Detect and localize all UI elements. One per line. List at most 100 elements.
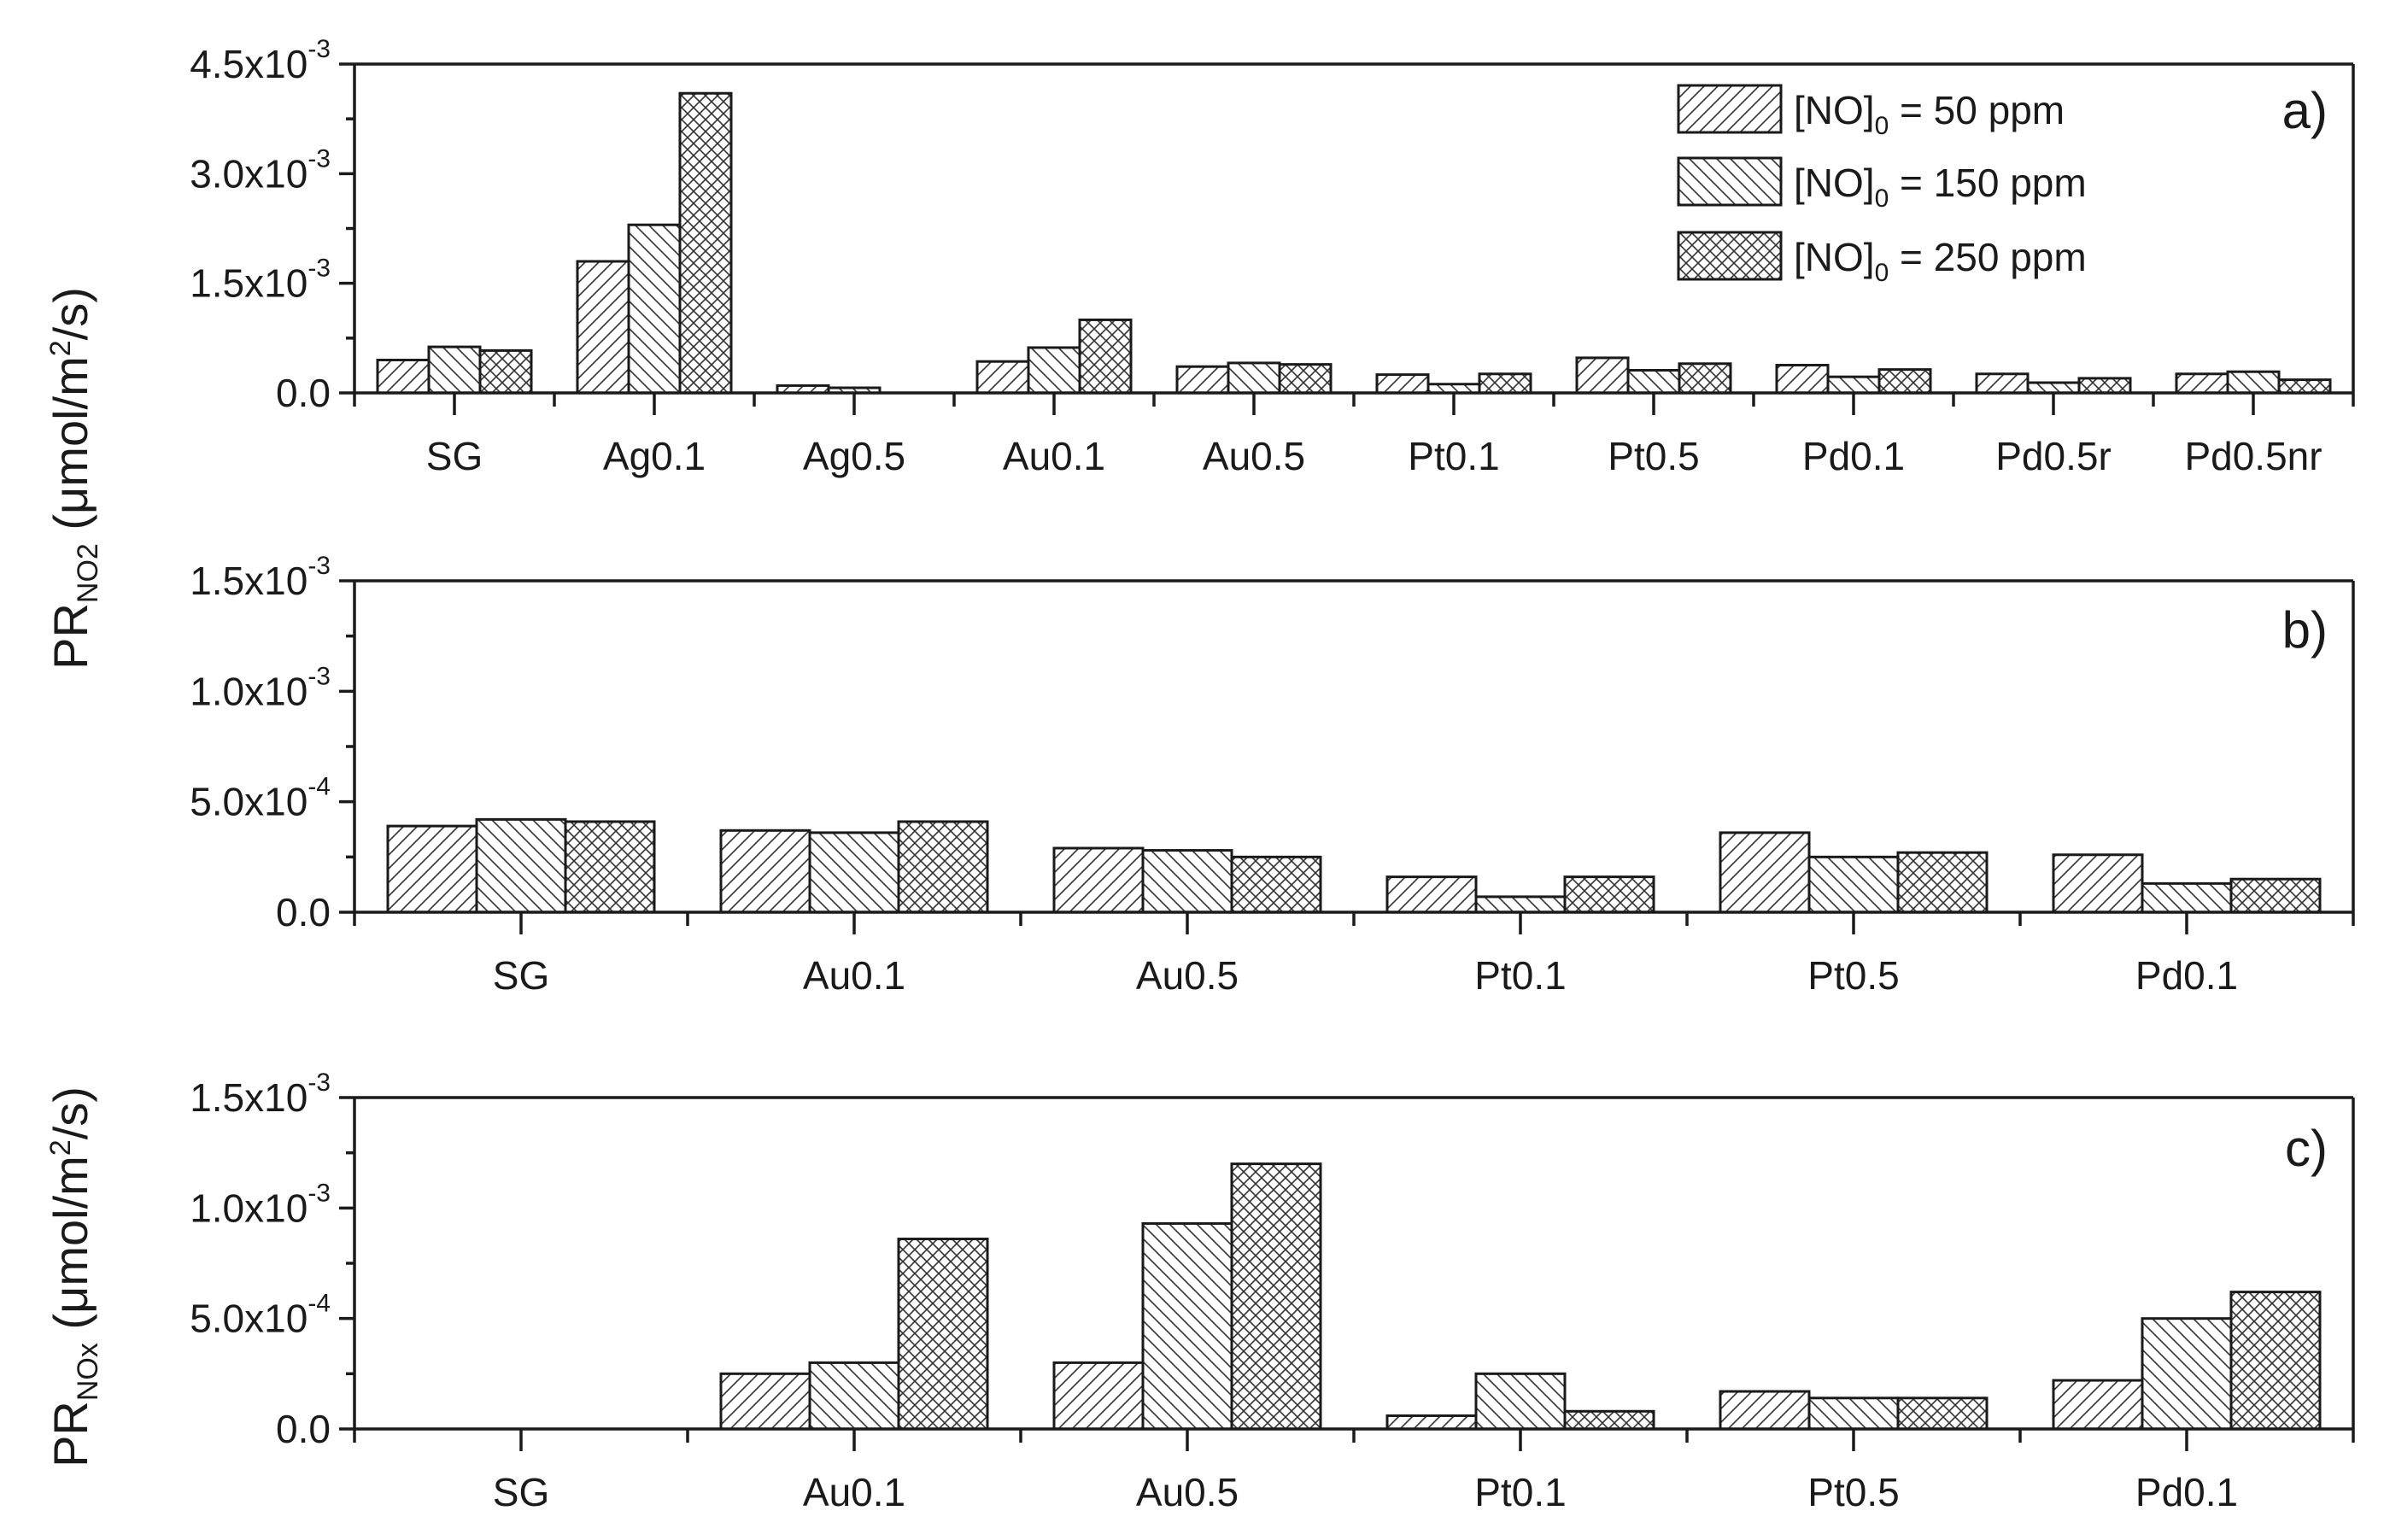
bar xyxy=(386,824,478,914)
y-tick-label: 1.0x10-3 xyxy=(190,662,331,713)
bar xyxy=(1175,365,1230,395)
y-tick-label: 1.5x10-3 xyxy=(190,1069,331,1120)
bar xyxy=(1474,895,1567,914)
bar xyxy=(427,345,482,395)
x-tick-label: Pd0.5r xyxy=(1995,434,2112,478)
x-tick-label: Pt0.5 xyxy=(1807,953,1899,998)
legend-swatch-150 xyxy=(1677,156,1783,207)
y-tick-label: 1.5x10-3 xyxy=(190,255,331,306)
bar xyxy=(1141,849,1233,914)
legend-label-250: [NO]0 = 250 ppm xyxy=(1794,235,2087,287)
bar xyxy=(1385,875,1478,914)
bar xyxy=(1896,851,1989,914)
bar xyxy=(1052,846,1145,914)
bar xyxy=(2226,370,2281,395)
y-tick-label: 5.0x10-4 xyxy=(190,1290,331,1341)
bar xyxy=(719,1372,811,1431)
legend-swatch-50 xyxy=(1677,84,1783,134)
bar xyxy=(2175,372,2229,395)
bar xyxy=(1975,372,2030,395)
x-tick-label: Pd0.1 xyxy=(1802,434,1905,478)
bar xyxy=(475,817,567,914)
x-tick-label: Pd0.1 xyxy=(2135,1470,2238,1514)
x-tick-label: Pt0.1 xyxy=(1408,434,1499,478)
legend-item-250: [NO]0 = 250 ppm xyxy=(1677,231,2087,287)
bar xyxy=(1826,375,1881,395)
bar xyxy=(1807,1397,1900,1431)
x-tick-label: Pd0.1 xyxy=(2135,953,2238,998)
panel-c-tag: c) xyxy=(2285,1120,2328,1177)
bar xyxy=(2052,1379,2144,1431)
bar xyxy=(897,1238,989,1431)
bar xyxy=(1807,855,1900,914)
legend-swatch-250 xyxy=(1677,231,1783,281)
bar xyxy=(1230,1162,1322,1431)
y-tick-label: 0.0 xyxy=(276,890,331,934)
y-axis-label-no2: PRNO2 (μmol/m2/s) xyxy=(44,287,104,670)
legend-label-50: [NO]0 = 50 ppm xyxy=(1794,88,2065,140)
bar xyxy=(897,820,989,914)
bar xyxy=(2052,853,2144,914)
bar xyxy=(1877,368,1932,395)
panel-a: 0.0 1.5x10-3 3.0x10-3 4.5x10-3 SG Ag0.1 Ag0.5 A… xyxy=(190,35,2355,478)
x-tick-label: Au0.1 xyxy=(1003,434,1105,478)
bar xyxy=(1227,361,1281,395)
bar xyxy=(719,829,811,914)
y-tick-label: 0.0 xyxy=(276,1407,331,1451)
bar xyxy=(576,260,630,395)
bar xyxy=(1719,1390,1811,1431)
bar xyxy=(1278,363,1333,395)
legend: [NO]0 = 50 ppm [NO]0 = 150 ppm [NO]0 = 2… xyxy=(1677,84,2087,287)
bar xyxy=(478,348,533,395)
y-tick-label: 0.0 xyxy=(276,371,331,415)
x-tick-label: Pt0.1 xyxy=(1474,953,1566,998)
x-tick-label: Ag0.5 xyxy=(803,434,905,478)
x-tick-label: Pd0.5nr xyxy=(2184,434,2322,478)
bar xyxy=(975,360,1030,395)
x-tick-label: Au0.5 xyxy=(1136,953,1239,998)
bar xyxy=(1678,362,1732,395)
bar xyxy=(564,820,656,914)
bar xyxy=(1575,356,1630,395)
panel-a-tag: a) xyxy=(2282,82,2328,139)
bar xyxy=(1775,363,1830,395)
x-tick-label: SG xyxy=(426,434,483,478)
y-tick-label: 1.5x10-3 xyxy=(190,552,331,603)
bar xyxy=(1230,855,1322,914)
bar xyxy=(2277,378,2332,395)
bar xyxy=(1896,1397,1989,1431)
y-tick-label: 3.0x10-3 xyxy=(190,144,331,196)
x-tick-label: Ag0.1 xyxy=(603,434,706,478)
bar xyxy=(1385,1414,1478,1431)
panel-b-tag: b) xyxy=(2282,601,2328,659)
y-tick-label: 1.0x10-3 xyxy=(190,1179,331,1230)
bar xyxy=(1078,318,1133,395)
legend-label-150: [NO]0 = 150 ppm xyxy=(1794,161,2087,213)
y-tick-label: 4.5x10-3 xyxy=(190,35,331,86)
x-tick-label: Pt0.5 xyxy=(1807,1470,1899,1514)
x-tick-label: Au0.1 xyxy=(803,953,905,998)
x-tick-label: Pt0.5 xyxy=(1608,434,1699,478)
bar xyxy=(1027,346,1081,395)
bar xyxy=(1478,372,1532,395)
y-axis-label-nox: PRNOx (μmol/m2/s) xyxy=(44,1086,104,1467)
bar xyxy=(2026,381,2081,395)
bar xyxy=(1719,831,1811,914)
x-tick-label: Au0.5 xyxy=(1136,1470,1239,1514)
bar xyxy=(1375,373,1430,395)
bar xyxy=(1141,1221,1233,1431)
x-tick-label: SG xyxy=(493,1470,549,1514)
panel-c: 0.0 5.0x10-4 1.0x10-3 1.5x10-3 SG Au0.1 Au0.5 P… xyxy=(190,1069,2355,1514)
y-tick-label: 5.0x10-4 xyxy=(190,773,331,824)
bar xyxy=(2229,1291,2322,1431)
bar xyxy=(2141,1317,2233,1431)
bar xyxy=(1626,368,1681,395)
bar xyxy=(2141,881,2233,914)
x-tick-label: Au0.1 xyxy=(803,1470,905,1514)
bar xyxy=(2229,877,2322,914)
bar xyxy=(678,91,733,395)
panel-b: 0.0 5.0x10-4 1.0x10-3 1.5x10-3 SG Au0.1 Au0.5 P… xyxy=(190,552,2355,998)
x-tick-label: SG xyxy=(493,953,549,998)
bar xyxy=(1563,1409,1655,1431)
